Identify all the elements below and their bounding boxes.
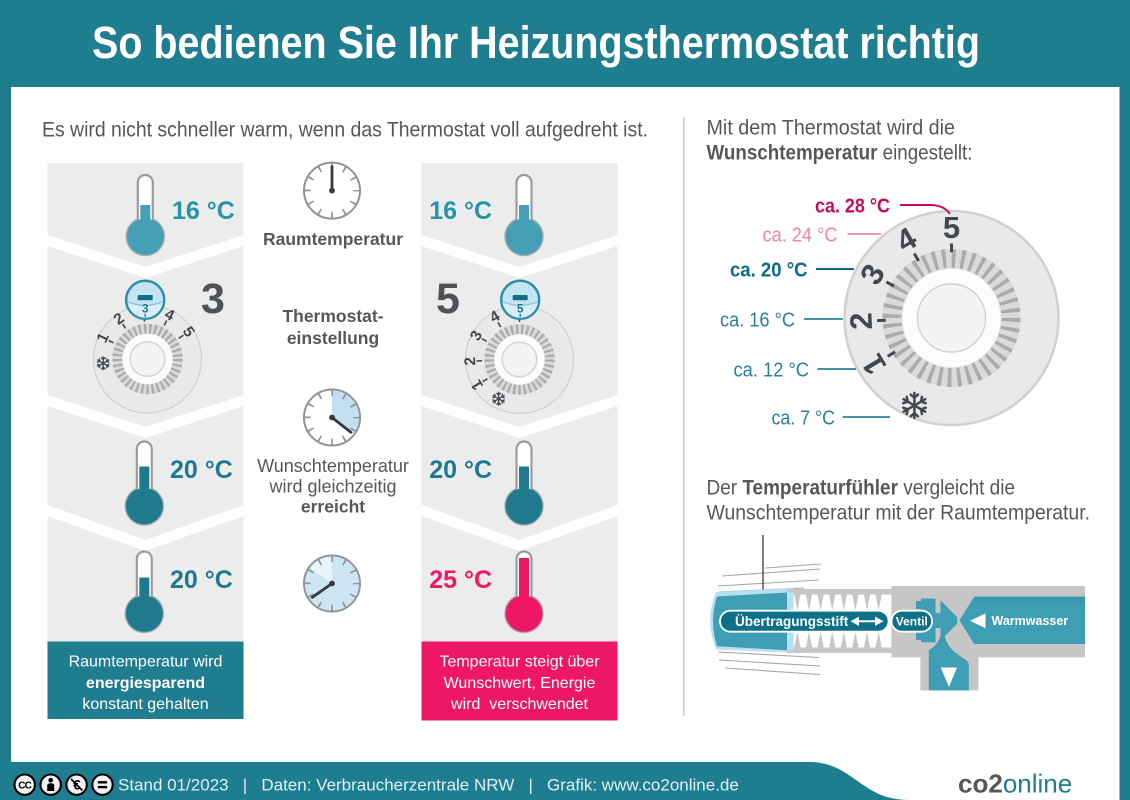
svg-text:20 °C: 20 °C (170, 456, 233, 484)
svg-text:3: 3 (142, 301, 149, 315)
svg-text:co2online: co2online (958, 769, 1072, 799)
svg-text:Wunschwert, Energie: Wunschwert, Energie (444, 675, 596, 692)
svg-text:5: 5 (517, 301, 524, 315)
svg-text:Der Temperaturfühler vergleich: Der Temperaturfühler vergleicht die (707, 477, 1016, 500)
svg-text:ca. 20 °C: ca. 20 °C (730, 260, 808, 282)
svg-text:20 °C: 20 °C (170, 566, 233, 594)
svg-text:Raumtemperatur: Raumtemperatur (263, 229, 403, 249)
svg-text:einstellung: einstellung (287, 328, 379, 348)
svg-text:Übertragungsstift: Übertragungsstift (735, 614, 849, 629)
svg-text:Stand 01/2023 | Daten: Ver: Stand 01/2023 | Daten: Verbraucherzentra… (118, 776, 739, 795)
svg-text:16 °C: 16 °C (172, 197, 235, 225)
svg-text:2: 2 (462, 357, 479, 366)
svg-text:2: 2 (843, 312, 879, 330)
svg-text:20 °C: 20 °C (429, 456, 492, 484)
svg-text:Wunschtemperatur: Wunschtemperatur (257, 456, 409, 476)
svg-text:Wunschtemperatur eingestellt:: Wunschtemperatur eingestellt: (707, 142, 973, 165)
svg-text:wird verschwendet: wird verschwendet (450, 696, 589, 713)
svg-text:ca. 24 °C: ca. 24 °C (763, 225, 838, 247)
svg-text:So bedienen Sie Ihr Heizungsth: So bedienen Sie Ihr Heizungsthermostat r… (92, 17, 980, 68)
svg-text:Es wird nicht schneller warm,: Es wird nicht schneller warm, wenn das T… (42, 119, 648, 142)
svg-text:5: 5 (943, 210, 960, 245)
svg-text:energiesparend: energiesparend (86, 675, 205, 692)
svg-text:Raumtemperatur wird: Raumtemperatur wird (69, 654, 223, 671)
svg-text:ca. 16 °C: ca. 16 °C (720, 310, 795, 332)
svg-text:erreicht: erreicht (301, 497, 365, 517)
svg-text:wird gleichzeitig: wird gleichzeitig (268, 477, 396, 497)
svg-text:ca. 12 °C: ca. 12 °C (734, 360, 810, 382)
svg-text:16 °C: 16 °C (429, 197, 492, 225)
svg-text:Mit dem Thermostat wird die: Mit dem Thermostat wird die (707, 117, 956, 140)
svg-text:ca. 28 °C: ca. 28 °C (815, 196, 890, 218)
svg-text:CC: CC (18, 780, 31, 791)
svg-text:3: 3 (201, 275, 225, 323)
svg-text:konstant gehalten: konstant gehalten (82, 696, 208, 713)
svg-text:5: 5 (436, 275, 460, 323)
svg-text:Ventil: Ventil (896, 615, 928, 629)
svg-text:25 °C: 25 °C (429, 566, 492, 594)
svg-text:Warmwasser: Warmwasser (992, 614, 1069, 628)
svg-text:ca. 7 °C: ca. 7 °C (772, 408, 836, 430)
svg-text:Wunschtemperatur mit der Raumt: Wunschtemperatur mit der Raumtemperatur. (707, 502, 1091, 525)
svg-text:Thermostat-: Thermostat- (282, 306, 383, 326)
svg-text:Temperatur steigt über: Temperatur steigt über (439, 654, 600, 671)
